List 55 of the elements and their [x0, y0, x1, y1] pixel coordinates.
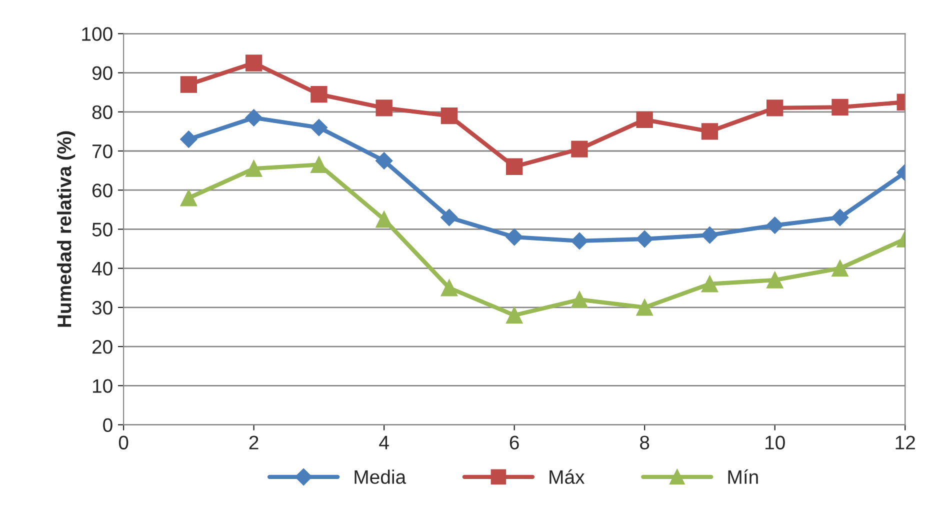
point	[310, 86, 328, 103]
point	[636, 230, 654, 248]
point	[376, 100, 392, 116]
y-tick-label: 20	[92, 340, 112, 354]
y-tick-label: 60	[92, 184, 112, 198]
point	[571, 140, 588, 158]
point	[701, 123, 718, 140]
x-tick-label: 4	[379, 436, 389, 450]
point	[506, 228, 523, 246]
point	[245, 54, 262, 72]
point	[832, 98, 848, 116]
x-tick-label: 8	[640, 436, 650, 450]
y-tick-label: 0	[103, 418, 112, 432]
x-tick-label: 12	[896, 436, 915, 450]
point	[440, 280, 458, 296]
point	[571, 291, 588, 308]
point	[180, 190, 198, 206]
y-tick-label: 50	[92, 222, 112, 236]
x-tick-label: 0	[118, 436, 128, 450]
point	[310, 156, 328, 174]
point	[245, 160, 262, 177]
point	[440, 208, 458, 226]
point	[180, 130, 198, 148]
y-tick-label: 10	[92, 379, 112, 393]
point	[506, 306, 523, 324]
point	[180, 76, 198, 93]
point	[832, 260, 848, 277]
point	[701, 226, 718, 244]
point	[376, 211, 392, 228]
point	[376, 152, 393, 170]
point	[245, 109, 262, 126]
point	[506, 158, 523, 175]
legend-label: Media	[354, 470, 406, 484]
y-tick-label: 70	[92, 144, 112, 158]
point	[636, 111, 653, 128]
y-tick-label: 100	[82, 27, 112, 41]
point	[636, 299, 653, 316]
x-tick-label: 2	[249, 436, 258, 450]
point	[766, 100, 784, 116]
y-tick-label: 90	[92, 66, 112, 80]
point	[570, 232, 588, 250]
y-axis-title: Humedad relativa (%)	[57, 131, 76, 327]
legend-label: Mín	[728, 469, 758, 484]
y-tick-label: 30	[92, 300, 112, 315]
point	[701, 276, 718, 292]
legend-label: Máx	[550, 469, 585, 484]
y-tick-label: 80	[92, 105, 112, 120]
x-tick-label: 6	[510, 436, 519, 450]
y-tick-label: 40	[92, 262, 112, 276]
point	[440, 107, 458, 124]
point	[831, 208, 849, 226]
point	[766, 272, 784, 288]
point	[766, 216, 784, 234]
x-tick-label: 10	[766, 436, 785, 450]
point	[310, 118, 328, 136]
